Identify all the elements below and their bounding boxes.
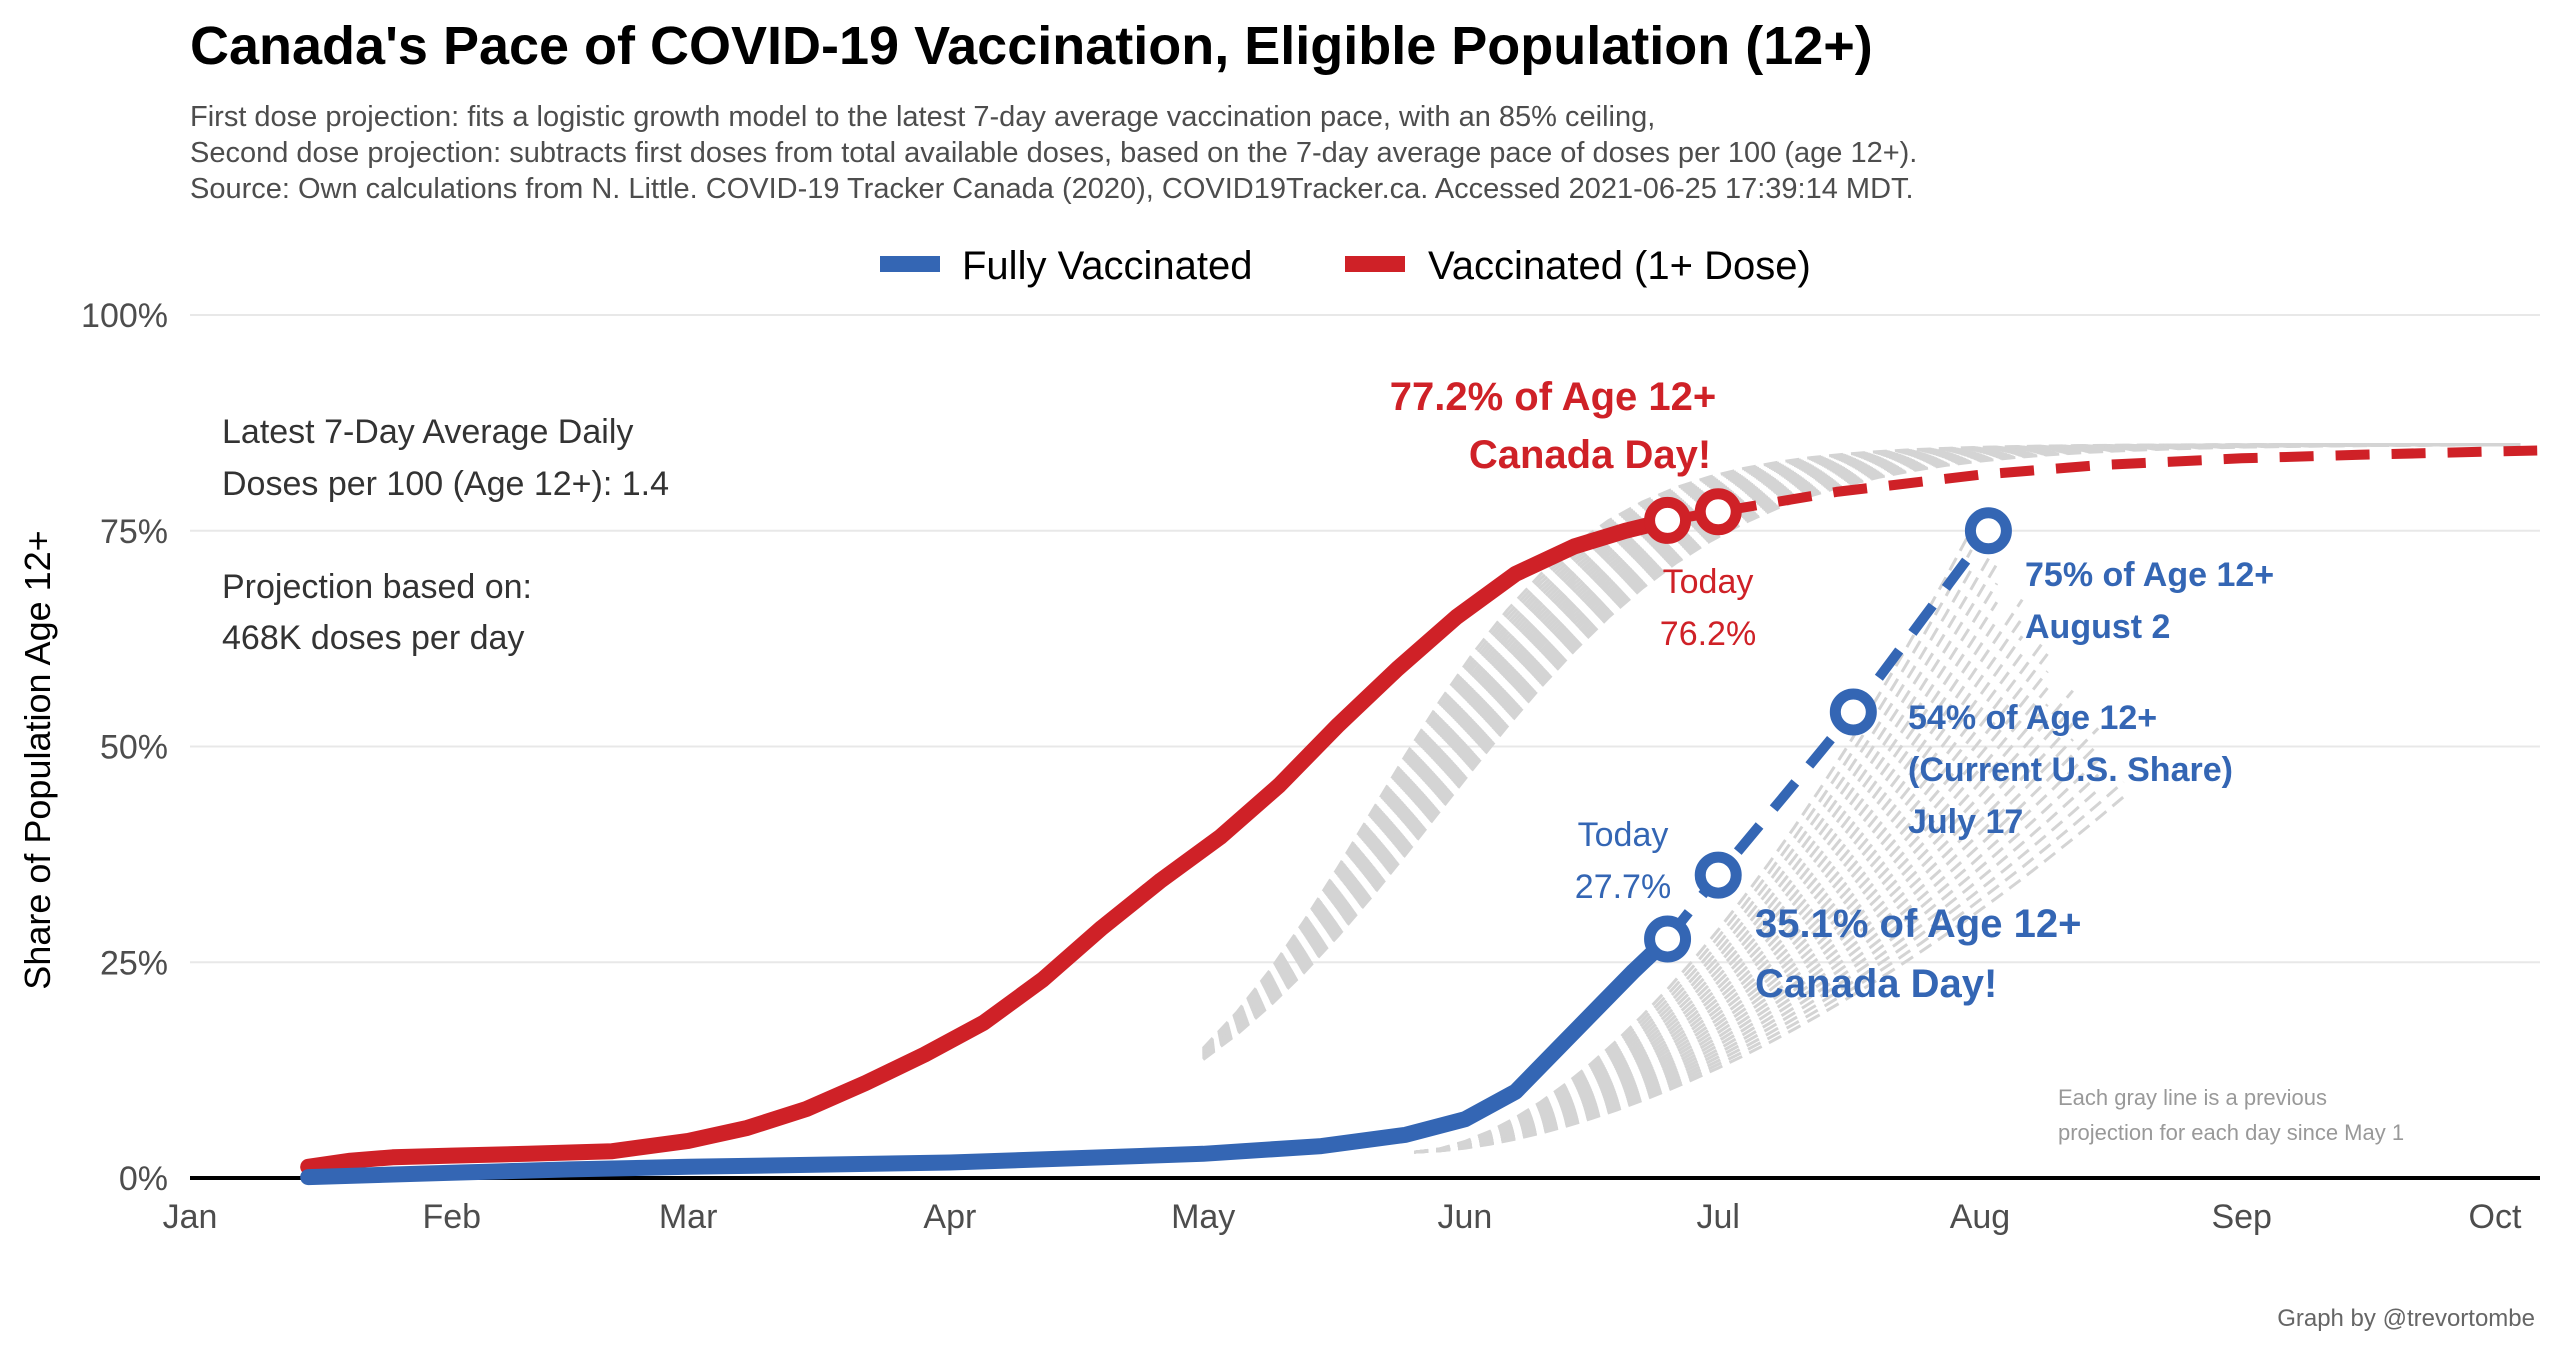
x-tick-label: Feb xyxy=(422,1198,481,1236)
x-tick-labels: Jan Feb Mar Apr May Jun Jul Aug Sep Oct xyxy=(163,1198,2522,1236)
series-line xyxy=(300,930,1676,1186)
x-tick-label: Jan xyxy=(163,1198,218,1236)
series-line xyxy=(300,512,1676,1175)
previous-projection-line xyxy=(1202,443,2521,1061)
blue-us-share-label-3: July 17 xyxy=(1908,803,2023,841)
previous-projection-line xyxy=(1414,653,2049,1154)
legend: Fully Vaccinated Vaccinated (1+ Dose) xyxy=(880,244,1811,288)
legend-fully-label: Fully Vaccinated xyxy=(962,244,1253,288)
daily-pace-line-1: Latest 7-Day Average Daily xyxy=(222,413,633,451)
previous-projection-line xyxy=(1202,443,2521,1054)
milestone-marker xyxy=(1644,915,1692,963)
x-tick-label: Mar xyxy=(659,1198,718,1236)
y-tick-label: 50% xyxy=(100,729,168,767)
milestone-marker xyxy=(1964,507,2012,555)
blue-canada-day-label-2: Canada Day! xyxy=(1755,962,1997,1006)
blue-75-label-1: 75% of Age 12+ xyxy=(2025,556,2274,594)
previous-projection-line xyxy=(1414,635,2049,1154)
y-tick-label: 25% xyxy=(100,944,168,982)
x-tick-label: Oct xyxy=(2469,1198,2522,1236)
red-milestone-label-1: 77.2% of Age 12+ xyxy=(1390,375,1716,419)
milestone-marker xyxy=(1829,688,1877,736)
blue-us-share-label-2: (Current U.S. Share) xyxy=(1908,751,2233,789)
grid-lines xyxy=(190,314,2540,1180)
legend-one-dose-label: Vaccinated (1+ Dose) xyxy=(1428,244,1811,288)
projection-basis-line-2: 468K doses per day xyxy=(222,619,524,657)
previous-projection-line xyxy=(1414,670,2049,1154)
previous-projection-line xyxy=(1414,687,2049,1154)
previous-projections xyxy=(1202,443,2521,1154)
previous-projection-line xyxy=(1414,635,2024,1154)
previous-projection-line xyxy=(1202,443,2521,1054)
blue-canada-day-label-1: 35.1% of Age 12+ xyxy=(1755,902,2081,946)
gray-lines-note-2: projection for each day since May 1 xyxy=(2058,1120,2404,1145)
credit: Graph by @trevortombe xyxy=(2277,1305,2535,1332)
y-tick-label: 0% xyxy=(119,1160,168,1198)
milestone-marker xyxy=(1644,496,1692,544)
subtitle-line-3: Source: Own calculations from N. Little.… xyxy=(190,173,1914,205)
previous-projection-line xyxy=(1414,543,1999,1154)
previous-projection-line xyxy=(1202,443,2521,1055)
x-tick-label: May xyxy=(1171,1198,1235,1236)
gray-lines-note-1: Each gray line is a previous xyxy=(2058,1085,2327,1110)
blue-today-label-2: 27.7% xyxy=(1575,868,1671,906)
previous-projection-line xyxy=(1414,528,1973,1154)
x-tick-label: Sep xyxy=(2211,1198,2272,1236)
y-tick-label: 100% xyxy=(81,297,168,335)
projection-basis-line-1: Projection based on: xyxy=(222,568,532,606)
y-axis-title: Share of Population Age 12+ xyxy=(17,530,58,989)
red-today-label-1: Today xyxy=(1663,563,1754,601)
blue-us-share-label-1: 54% of Age 12+ xyxy=(1908,699,2157,737)
previous-projection-line xyxy=(1414,598,2024,1154)
previous-projection-line xyxy=(1202,443,2521,1055)
subtitle-line-1: First dose projection: fits a logistic g… xyxy=(190,101,1655,133)
blue-today-label-1: Today xyxy=(1578,816,1669,854)
daily-pace-line-2: Doses per 100 (Age 12+): 1.4 xyxy=(222,465,669,503)
series-markers xyxy=(1644,488,2012,963)
previous-projection-line xyxy=(1414,652,2024,1154)
milestone-marker xyxy=(1694,488,1742,536)
y-tick-labels: 0% 25% 50% 75% 100% xyxy=(81,297,168,1198)
red-milestone-label-2: Canada Day! xyxy=(1469,433,1711,477)
chart-title: Canada's Pace of COVID-19 Vaccination, E… xyxy=(190,16,1873,76)
previous-projection-line xyxy=(1202,443,2521,1061)
previous-projection-line xyxy=(1202,443,2521,1053)
projection-line xyxy=(1666,445,2538,526)
x-tick-label: Aug xyxy=(1950,1198,2011,1236)
x-tick-label: Jul xyxy=(1696,1198,1739,1236)
blue-75-label-2: August 2 xyxy=(2025,608,2170,646)
red-today-label-2: 76.2% xyxy=(1660,615,1756,653)
milestone-marker xyxy=(1694,851,1742,899)
y-tick-label: 75% xyxy=(100,513,168,551)
x-tick-label: Jun xyxy=(1438,1198,1493,1236)
x-tick-label: Apr xyxy=(923,1198,976,1236)
subtitle-line-2: Second dose projection: subtracts first … xyxy=(190,137,1917,169)
